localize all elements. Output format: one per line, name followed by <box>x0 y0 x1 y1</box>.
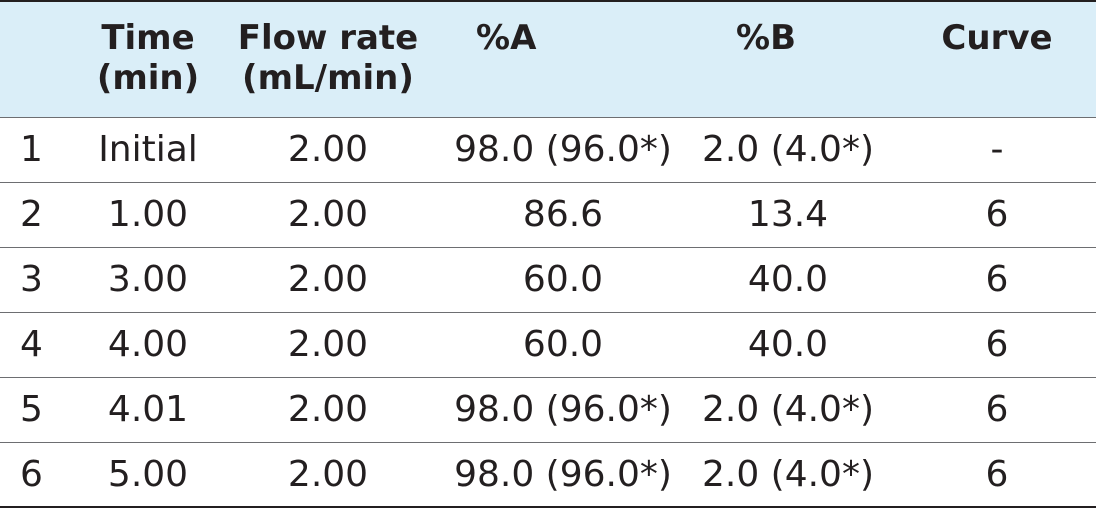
cell-step: 4 <box>0 312 88 378</box>
cell-flow-rate: 2.00 <box>208 312 448 378</box>
header-flow-rate: Flow rate (mL/min) <box>208 0 448 118</box>
table-row: 5 4.01 2.00 98.0 (96.0*) 2.0 (4.0*) 6 <box>0 377 1096 443</box>
cell-step: 1 <box>0 117 88 183</box>
header-percent-b-label: %B <box>736 18 796 58</box>
header-time-label: Time <box>101 18 195 58</box>
cell-time: 5.00 <box>88 442 208 508</box>
table-row: 6 5.00 2.00 98.0 (96.0*) 2.0 (4.0*) 6 <box>0 442 1096 508</box>
cell-curve: 6 <box>898 312 1096 378</box>
cell-curve: 6 <box>898 182 1096 248</box>
cell-percent-b: 40.0 <box>678 312 898 378</box>
cell-curve: 6 <box>898 247 1096 313</box>
cell-time: 4.00 <box>88 312 208 378</box>
table-body: 1 Initial 2.00 98.0 (96.0*) 2.0 (4.0*) -… <box>0 117 1096 508</box>
header-curve-label: Curve <box>941 18 1053 58</box>
header-step <box>0 0 88 118</box>
table-header: Time (min) Flow rate (mL/min) %A %B Curv… <box>0 0 1096 118</box>
table-row: 4 4.00 2.00 60.0 40.0 6 <box>0 312 1096 378</box>
cell-percent-a: 98.0 (96.0*) <box>448 117 678 183</box>
header-time-unit: (min) <box>96 58 200 98</box>
cell-step: 6 <box>0 442 88 508</box>
header-percent-a-label: %A <box>476 18 537 58</box>
header-curve: Curve <box>898 0 1096 118</box>
header-flow-label: Flow rate <box>237 18 419 58</box>
cell-curve: 6 <box>898 442 1096 508</box>
cell-percent-b: 13.4 <box>678 182 898 248</box>
cell-step: 5 <box>0 377 88 443</box>
cell-percent-b: 2.0 (4.0*) <box>678 442 898 508</box>
header-percent-b: %B <box>678 0 898 118</box>
cell-time: 3.00 <box>88 247 208 313</box>
cell-percent-b: 2.0 (4.0*) <box>678 377 898 443</box>
cell-time: 4.01 <box>88 377 208 443</box>
table-row: 1 Initial 2.00 98.0 (96.0*) 2.0 (4.0*) - <box>0 117 1096 183</box>
cell-flow-rate: 2.00 <box>208 247 448 313</box>
cell-flow-rate: 2.00 <box>208 182 448 248</box>
cell-flow-rate: 2.00 <box>208 377 448 443</box>
header-time: Time (min) <box>88 0 208 118</box>
header-percent-a: %A <box>448 0 678 118</box>
cell-time: 1.00 <box>88 182 208 248</box>
cell-curve: 6 <box>898 377 1096 443</box>
cell-percent-a: 60.0 <box>448 247 678 313</box>
table-row: 2 1.00 2.00 86.6 13.4 6 <box>0 182 1096 248</box>
cell-percent-b: 40.0 <box>678 247 898 313</box>
cell-percent-a: 60.0 <box>448 312 678 378</box>
cell-step: 2 <box>0 182 88 248</box>
cell-time: Initial <box>88 117 208 183</box>
header-row: Time (min) Flow rate (mL/min) %A %B Curv… <box>0 0 1096 118</box>
cell-step: 3 <box>0 247 88 313</box>
cell-flow-rate: 2.00 <box>208 117 448 183</box>
cell-curve: - <box>898 117 1096 183</box>
cell-percent-a: 98.0 (96.0*) <box>448 442 678 508</box>
header-flow-unit: (mL/min) <box>242 58 414 98</box>
table-row: 3 3.00 2.00 60.0 40.0 6 <box>0 247 1096 313</box>
cell-percent-a: 86.6 <box>448 182 678 248</box>
cell-percent-a: 98.0 (96.0*) <box>448 377 678 443</box>
cell-percent-b: 2.0 (4.0*) <box>678 117 898 183</box>
cell-flow-rate: 2.00 <box>208 442 448 508</box>
